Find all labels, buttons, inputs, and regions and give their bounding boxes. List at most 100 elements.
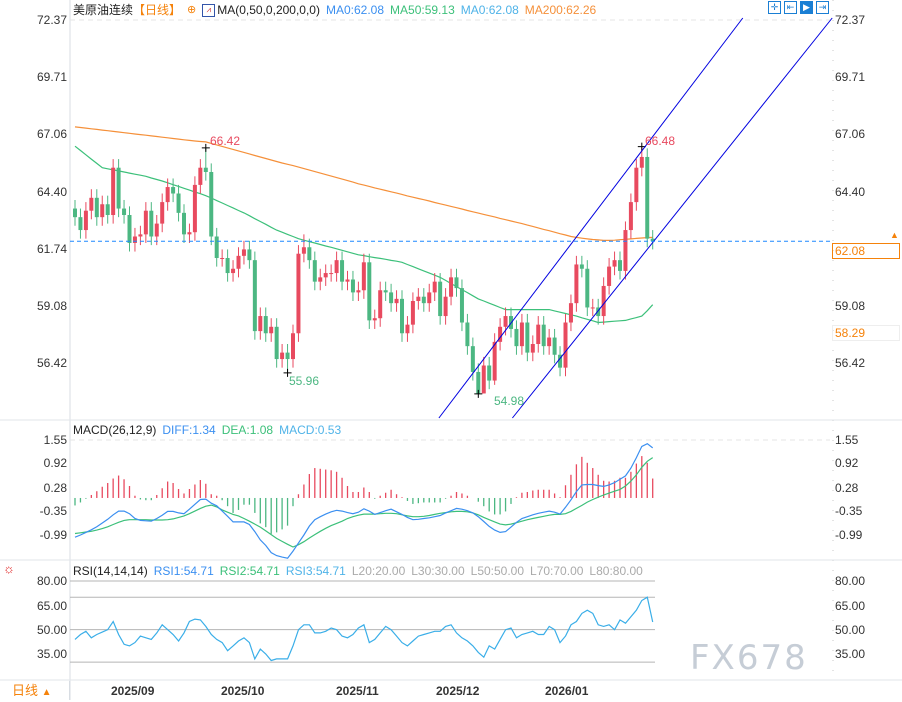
crosshair-icon[interactable]: ✛ [768,1,781,14]
candle-up [628,202,633,231]
l80-value: L80:80.00 [589,564,643,578]
candle-down [214,236,219,259]
ma200-value: MA200:62.26 [524,3,597,17]
candle-up [258,316,263,332]
candle-up [405,324,410,334]
candles [73,142,655,398]
candle-down [171,187,176,194]
candle-up [301,247,306,254]
ma-indicator-icon[interactable]: ⩘ [202,3,216,17]
candle-down [476,371,481,394]
l30-value: L30:30.00 [411,564,465,578]
candle-down [585,268,590,308]
dea-value: DEA:1.08 [221,423,274,437]
candle-up [269,326,274,334]
candle-up [574,264,579,304]
candle-up [372,318,377,321]
settings-icon[interactable]: ⊕ [187,4,197,16]
candle-up [639,156,644,168]
period-switch-label: 日线 [12,683,39,698]
candle-up [231,268,236,274]
indicator-settings-icon[interactable]: ☼ [3,561,15,576]
date-tick: 2025/11 [336,684,379,698]
extreme-marker [474,389,483,398]
candle-down [127,215,132,243]
candle-up [323,273,328,278]
candle-down [149,210,154,237]
candle-down [596,307,601,317]
rsi-tick-left: 80.00 [36,574,67,588]
macd-tick-left: 0.28 [43,481,67,495]
period-label[interactable]: 【日线】 [133,3,182,17]
macd-legend: MACD(26,12,9) DIFF:1.34 DEA:1.08 MACD:0.… [73,423,341,437]
ma0-secondary-value: MA0:62.08 [460,3,519,17]
candle-up [296,253,301,334]
candle-up [519,322,524,347]
candle-down [252,260,257,332]
low-annotation: 54.98 [494,394,525,408]
rsi-tick-left: 35.00 [36,647,67,661]
candle-up [291,333,295,360]
macd-tick-right: 0.92 [835,456,859,470]
candle-up [536,324,541,345]
price-tick-left: 59.08 [36,299,67,313]
candle-down [340,260,345,282]
candle-down [105,204,110,216]
candle-down [94,197,99,218]
rsi-title: RSI(14,14,14) [73,564,148,578]
price-tick-left: 56.42 [36,356,67,370]
candle-up [356,290,361,293]
candle-up [361,262,366,291]
macd-tick-left: -0.99 [39,528,67,542]
candle-up [568,303,573,323]
candle-up [547,337,552,347]
ma200-line [74,126,653,241]
price-tick-right: 64.40 [835,185,866,199]
period-switch-button[interactable]: 日线 ▲ [0,681,70,700]
candle-up [345,279,350,282]
candle-up [236,255,241,269]
macd-value: MACD:0.53 [279,423,342,437]
l70-value: L70:70.00 [530,564,584,578]
candle-up [138,234,143,237]
ma-title: MA(0,50,0,200,0,0) [217,3,320,17]
candle-down [274,326,279,360]
candle-up [449,277,454,297]
price-tick-left: 67.06 [36,127,67,141]
l50-value: L50:50.00 [470,564,525,578]
rsi-plot [74,596,654,662]
price-tick-left: 69.71 [36,70,67,84]
candle-up [192,184,197,233]
rsi-tick-right: 35.00 [835,647,866,661]
date-tick: 2025/12 [436,684,480,698]
candle-down [470,346,475,372]
zoom-range-icon[interactable]: ⇤ [784,1,797,14]
candle-up [334,260,339,274]
price-tick-right: 69.71 [835,70,866,84]
candle-up [634,167,639,203]
candle-down [203,167,208,173]
candle-down [247,249,252,261]
date-tick: 2026/01 [545,684,589,698]
scroll-to-price-icon[interactable]: ▲ [890,230,899,240]
candle-up [498,326,503,342]
candle-down [263,316,268,334]
l20-value: L20:20.00 [351,564,406,578]
candle-down [454,277,459,289]
candle-down [389,292,394,304]
candle-up [427,292,432,304]
diff-value: DIFF:1.34 [162,423,216,437]
candle-up [601,285,606,317]
candle-up [481,365,486,394]
trend-channel[interactable] [438,17,833,419]
play-forward-icon[interactable]: ▶ [800,1,813,14]
candle-up [563,322,568,368]
ma0-value: MA0:62.08 [325,3,385,17]
candle-up [154,223,159,237]
rsi-tick-right: 80.00 [835,574,866,588]
go-to-end-icon[interactable]: ⇥ [816,1,829,14]
high-annotation: 66.48 [645,134,676,148]
macd-title: MACD(26,12,9) [73,423,157,437]
symbol-name: 美原油连续 [73,3,134,17]
